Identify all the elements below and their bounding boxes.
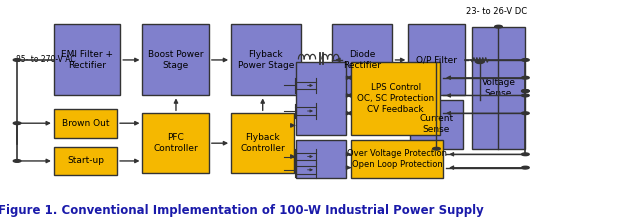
Text: 85- to 270-V AC: 85- to 270-V AC [16, 56, 75, 64]
FancyBboxPatch shape [54, 109, 117, 138]
Text: Figure 1. Conventional Implementation of 100-W Industrial Power Supply: Figure 1. Conventional Implementation of… [0, 204, 484, 217]
Text: PFC
Controller: PFC Controller [153, 133, 198, 153]
FancyBboxPatch shape [54, 24, 120, 95]
Circle shape [522, 90, 529, 92]
Text: O/P Filter: O/P Filter [417, 56, 457, 64]
FancyBboxPatch shape [296, 62, 346, 135]
FancyBboxPatch shape [472, 27, 525, 149]
Circle shape [495, 25, 503, 28]
Text: Diode
Rectifier: Diode Rectifier [343, 50, 382, 70]
FancyBboxPatch shape [231, 24, 301, 95]
Text: Brown Out: Brown Out [61, 119, 110, 128]
Circle shape [13, 122, 21, 125]
Text: Current
Sense: Current Sense [420, 114, 453, 134]
Circle shape [522, 112, 529, 115]
FancyBboxPatch shape [351, 140, 443, 178]
Circle shape [522, 166, 529, 169]
Circle shape [13, 59, 21, 61]
FancyBboxPatch shape [54, 147, 117, 175]
FancyBboxPatch shape [231, 113, 294, 173]
Circle shape [522, 153, 529, 156]
Circle shape [522, 59, 529, 61]
Text: Voltage
Sense: Voltage Sense [482, 78, 515, 98]
Text: Start-up: Start-up [67, 157, 104, 165]
FancyBboxPatch shape [142, 113, 209, 173]
Circle shape [13, 160, 21, 162]
Circle shape [522, 94, 529, 97]
FancyBboxPatch shape [408, 24, 465, 95]
Text: Over Voltage Protection
Open Loop Protection: Over Voltage Protection Open Loop Protec… [348, 149, 447, 169]
Circle shape [522, 76, 529, 79]
Text: Flyback
Controller: Flyback Controller [241, 133, 285, 153]
Text: Flyback
Power Stage: Flyback Power Stage [237, 50, 294, 70]
Text: Boost Power
Stage: Boost Power Stage [148, 50, 203, 70]
Text: 23- to 26-V DC: 23- to 26-V DC [467, 7, 527, 16]
Circle shape [522, 90, 529, 92]
FancyBboxPatch shape [332, 24, 392, 95]
Text: EMI Filter +
Rectifier: EMI Filter + Rectifier [61, 50, 113, 70]
Text: LPS Control
OC, SC Protection
CV Feedback: LPS Control OC, SC Protection CV Feedbac… [357, 83, 434, 114]
FancyBboxPatch shape [296, 140, 346, 178]
Circle shape [476, 61, 484, 63]
FancyBboxPatch shape [410, 100, 463, 149]
FancyBboxPatch shape [142, 24, 209, 95]
FancyBboxPatch shape [351, 62, 440, 135]
Circle shape [433, 147, 441, 150]
